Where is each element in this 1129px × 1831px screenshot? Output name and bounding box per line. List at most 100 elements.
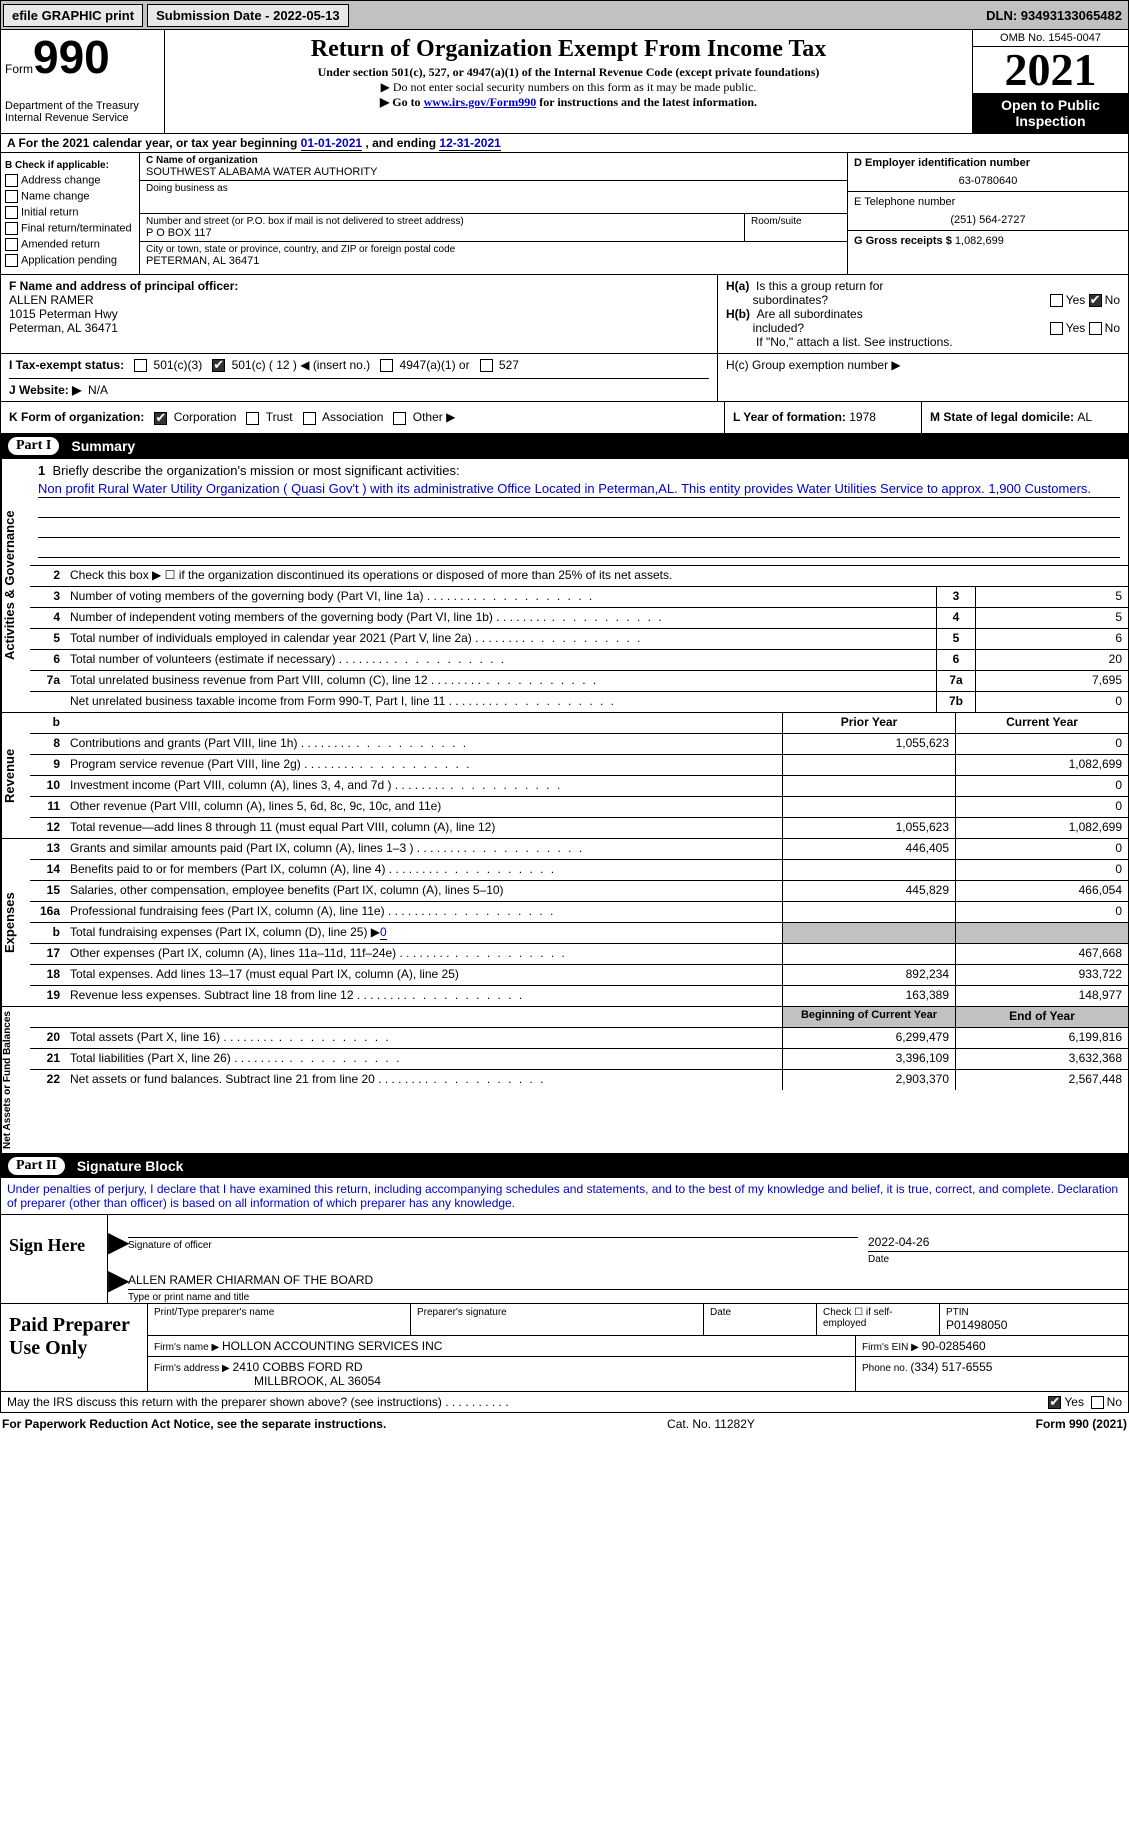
- hdr-ey: End of Year: [955, 1007, 1128, 1027]
- n7b: [30, 692, 66, 712]
- sig-officer-label: Signature of officer: [128, 1240, 858, 1251]
- lbl-no2: No: [1105, 321, 1120, 335]
- prep-h3: Date: [710, 1307, 810, 1318]
- chk-initial-return[interactable]: [5, 206, 18, 219]
- sign-here-label: Sign Here: [1, 1215, 108, 1303]
- lbl-amended: Amended return: [21, 238, 100, 250]
- efile-print-button[interactable]: efile GRAPHIC print: [3, 4, 143, 27]
- d8: Contributions and grants (Part VIII, lin…: [66, 734, 782, 754]
- prep-h2: Preparer's signature: [417, 1307, 697, 1318]
- n11: 11: [30, 797, 66, 817]
- py14: [782, 860, 955, 880]
- gross-value: 1,082,699: [955, 235, 1004, 247]
- chk-discuss-yes[interactable]: [1048, 1396, 1061, 1409]
- part-1-num: Part I: [8, 437, 59, 455]
- d16b: Total fundraising expenses (Part IX, col…: [70, 925, 380, 939]
- d6: Total number of volunteers (estimate if …: [66, 650, 936, 670]
- cy22: 2,567,448: [955, 1070, 1128, 1090]
- cy10: 0: [955, 776, 1128, 796]
- d17: Other expenses (Part IX, column (A), lin…: [66, 944, 782, 964]
- n14: 14: [30, 860, 66, 880]
- lbl-yes: Yes: [1066, 293, 1086, 307]
- org-city: PETERMAN, AL 36471: [146, 255, 841, 267]
- cy16a: 0: [955, 902, 1128, 922]
- cy21: 3,632,368: [955, 1049, 1128, 1069]
- hb-note: If "No," attach a list. See instructions…: [756, 335, 1120, 349]
- discuss-text: May the IRS discuss this return with the…: [7, 1395, 442, 1409]
- d3: Number of voting members of the governin…: [66, 587, 936, 607]
- v7b: 0: [975, 692, 1128, 712]
- chk-discuss-no[interactable]: [1091, 1396, 1104, 1409]
- n3: 3: [30, 587, 66, 607]
- firm-addr-label: Firm's address ▶: [154, 1363, 233, 1374]
- form-org-row: K Form of organization: Corporation Trus…: [0, 402, 1129, 433]
- chk-4947[interactable]: [380, 359, 393, 372]
- n16b: b: [30, 923, 66, 943]
- py9: [782, 755, 955, 775]
- chk-trust[interactable]: [246, 412, 259, 425]
- lbl-yes2: Yes: [1066, 321, 1086, 335]
- f-label: F Name and address of principal officer:: [9, 279, 238, 293]
- goto-pre: ▶ Go to: [380, 95, 424, 109]
- part-2-header: Part II Signature Block: [0, 1154, 1129, 1178]
- entity-info-box: B Check if applicable: Address change Na…: [0, 153, 1129, 275]
- cy8: 0: [955, 734, 1128, 754]
- lbl-trust: Trust: [266, 410, 293, 424]
- irs-link[interactable]: www.irs.gov/Form990: [424, 95, 537, 109]
- tax-status-label: I Tax-exempt status:: [9, 358, 124, 372]
- chk-hb-yes[interactable]: [1050, 322, 1063, 335]
- form-title: Return of Organization Exempt From Incom…: [171, 36, 966, 63]
- n18: 18: [30, 965, 66, 985]
- l-label: L Year of formation:: [733, 410, 849, 424]
- d19: Revenue less expenses. Subtract line 18 …: [66, 986, 782, 1006]
- d13: Grants and similar amounts paid (Part IX…: [66, 839, 782, 859]
- chk-hb-no[interactable]: [1089, 322, 1102, 335]
- chk-corp[interactable]: [154, 412, 167, 425]
- part-1-header: Part I Summary: [0, 434, 1129, 458]
- firm-phone: (334) 517-6555: [910, 1360, 992, 1374]
- n2: 2: [30, 566, 66, 586]
- cy9: 1,082,699: [955, 755, 1128, 775]
- city-label: City or town, state or province, country…: [146, 244, 841, 255]
- mission-label: Briefly describe the organization's miss…: [52, 463, 459, 478]
- hc-label: H(c) Group exemption number ▶: [726, 358, 1120, 372]
- cy13: 0: [955, 839, 1128, 859]
- officer-addr1: 1015 Peterman Hwy: [9, 307, 118, 321]
- paperwork-notice: For Paperwork Reduction Act Notice, see …: [2, 1417, 386, 1431]
- chk-501c3[interactable]: [134, 359, 147, 372]
- d7b: Net unrelated business taxable income fr…: [66, 692, 936, 712]
- cy18: 933,722: [955, 965, 1128, 985]
- sign-here-block: Sign Here ▶ Signature of officer 2022-04…: [0, 1214, 1129, 1304]
- firm-label: Firm's name ▶: [154, 1342, 222, 1353]
- d14: Benefits paid to or for members (Part IX…: [66, 860, 782, 880]
- chk-assoc[interactable]: [303, 412, 316, 425]
- b7a: 7a: [936, 671, 975, 691]
- chk-name-change[interactable]: [5, 190, 18, 203]
- chk-app-pending[interactable]: [5, 254, 18, 267]
- b6: 6: [936, 650, 975, 670]
- submission-date-button[interactable]: Submission Date - 2022-05-13: [147, 4, 349, 27]
- chk-address-change[interactable]: [5, 174, 18, 187]
- d12: Total revenue—add lines 8 through 11 (mu…: [66, 818, 782, 838]
- lbl-name-change: Name change: [21, 190, 90, 202]
- chk-other[interactable]: [393, 412, 406, 425]
- chk-ha-yes[interactable]: [1050, 294, 1063, 307]
- fg-row: F Name and address of principal officer:…: [0, 275, 1129, 354]
- lbl-initial-return: Initial return: [21, 206, 78, 218]
- chk-amended[interactable]: [5, 238, 18, 251]
- n12: 12: [30, 818, 66, 838]
- cy15: 466,054: [955, 881, 1128, 901]
- n17: 17: [30, 944, 66, 964]
- chk-final-return[interactable]: [5, 222, 18, 235]
- d10: Investment income (Part VIII, column (A)…: [66, 776, 782, 796]
- chk-501c[interactable]: [212, 359, 225, 372]
- chk-ha-no[interactable]: [1089, 294, 1102, 307]
- n20: 20: [30, 1028, 66, 1048]
- lbl-dyes: Yes: [1064, 1395, 1084, 1409]
- b4: 4: [936, 608, 975, 628]
- room-label: Room/suite: [745, 214, 847, 241]
- chk-527[interactable]: [480, 359, 493, 372]
- v16b: 0: [380, 925, 387, 940]
- firm-addr1: 2410 COBBS FORD RD: [233, 1360, 363, 1374]
- part-1-title: Summary: [71, 438, 135, 454]
